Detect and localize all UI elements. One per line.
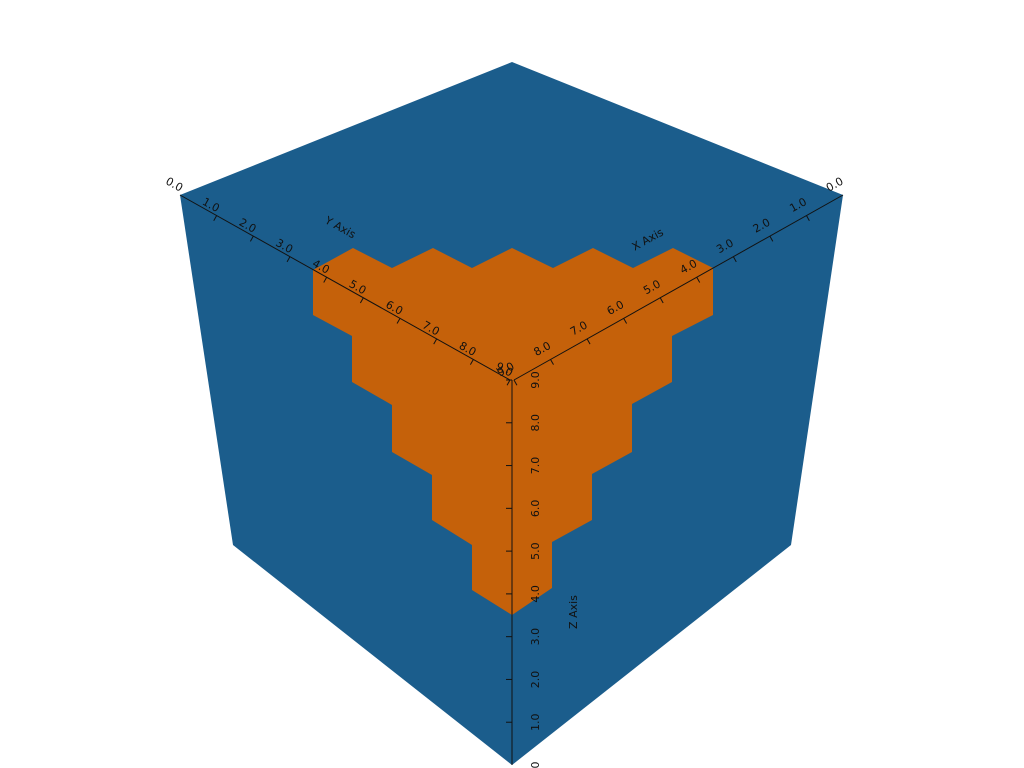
y-axis-tick xyxy=(433,338,438,345)
z-axis-tick-label: 0 xyxy=(529,762,542,768)
x-axis-tick xyxy=(659,297,664,304)
z-axis-tick-label: 9.0 xyxy=(529,371,542,389)
y-axis-tick xyxy=(359,297,364,304)
cut-corner-region xyxy=(313,248,713,615)
z-axis-tick-label: 1.0 xyxy=(529,713,542,731)
x-axis-tick xyxy=(696,276,701,283)
x-axis-tick xyxy=(586,338,591,345)
x-axis-tick xyxy=(806,215,810,222)
y-axis-tick xyxy=(469,359,474,365)
y-axis-tick xyxy=(249,235,254,242)
z-axis-tick-label: 4.0 xyxy=(529,585,542,603)
y-axis-tick xyxy=(506,379,511,386)
x-axis-tick xyxy=(513,379,518,386)
y-axis-tick xyxy=(213,215,218,222)
y-axis-tick xyxy=(286,256,291,263)
y-axis-tick xyxy=(323,276,328,283)
z-axis-tick-label: 5.0 xyxy=(529,542,542,560)
z-axis-tick-label: 7.0 xyxy=(529,457,542,475)
y-axis-tick xyxy=(396,318,401,324)
x-axis-tick xyxy=(769,235,774,242)
x-axis-tick xyxy=(623,318,628,324)
y-axis-tick-label: 0.0 xyxy=(163,175,185,195)
cube-top-face xyxy=(180,62,843,380)
z-axis-tick-label: 8.0 xyxy=(529,414,542,432)
z-axis-tick-label: 3.0 xyxy=(529,628,542,646)
x-axis-tick xyxy=(732,256,737,263)
x-axis-line xyxy=(513,194,844,381)
z-axis-title: Z Axis xyxy=(567,595,580,629)
y-axis-line xyxy=(179,194,511,381)
z-axis-tick-label: 6.0 xyxy=(529,500,542,518)
x-axis-tick xyxy=(550,359,554,365)
z-axis-tick-label: 2.0 xyxy=(529,671,542,689)
